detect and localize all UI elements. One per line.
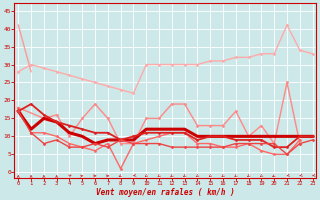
X-axis label: Vent moyen/en rafales ( km/h ): Vent moyen/en rafales ( km/h ) [96,188,235,197]
